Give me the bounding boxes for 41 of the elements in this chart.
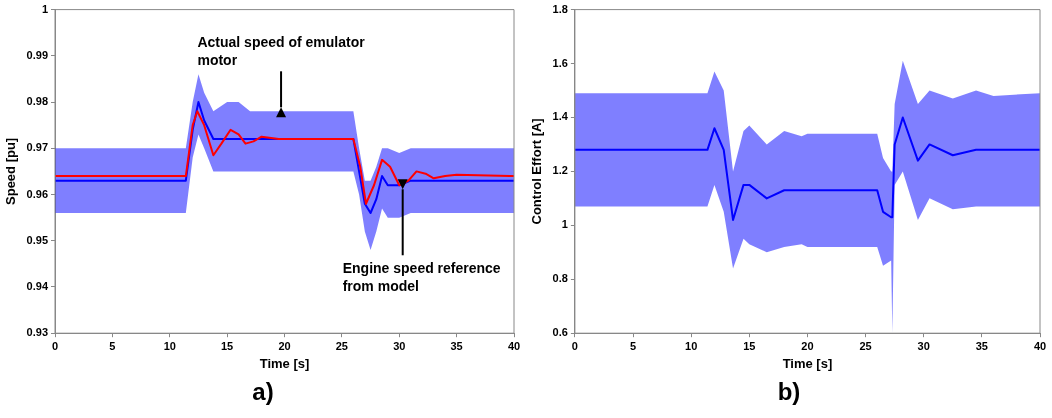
y-tick-label: 1 (41, 2, 49, 15)
y-axis-title: Speed [pu] (3, 137, 19, 205)
y-tick-label: 0.97 (26, 141, 49, 154)
y-tick-label: 0.98 (26, 95, 49, 108)
x-tick-label: 30 (393, 339, 406, 352)
x-tick-label: 5 (629, 339, 637, 352)
x-tick-label: 30 (917, 339, 930, 352)
y-tick-label: 0.6 (552, 326, 568, 339)
y-tick-label: 1.8 (552, 2, 568, 15)
x-tick-label: 35 (450, 339, 463, 352)
x-tick-label: 25 (335, 339, 348, 352)
y-tick-label: 1 (561, 218, 568, 231)
y-tick-label: 1.4 (552, 110, 569, 123)
text: b) (776, 377, 802, 407)
y-tick-label: 0.99 (26, 48, 49, 61)
x-tick-label: 0 (571, 339, 578, 352)
y-tick-label: 0.8 (552, 272, 568, 285)
y-tick-label: 1.6 (552, 56, 568, 69)
x-tick-label: 15 (743, 339, 756, 352)
y-tick-label: 0.93 (26, 326, 49, 339)
x-tick-label: 15 (221, 339, 234, 352)
y-tick-label: 1.2 (552, 164, 568, 177)
x-tick-label: 5 (109, 339, 116, 352)
x-axis-title: Time [s] (259, 355, 310, 371)
text: a) (251, 377, 275, 407)
x-tick-label: 35 (975, 339, 988, 352)
x-axis-title: Time [s] (782, 355, 833, 371)
x-tick-label: 25 (859, 339, 872, 352)
x-tick-label: 10 (685, 339, 698, 352)
x-tick-label: 40 (507, 339, 521, 352)
y-tick-label: 0.95 (26, 233, 49, 246)
annotation: Engine speed reference from model (342, 260, 501, 295)
x-tick-label: 0 (51, 339, 59, 352)
y-axis-title: Control Effort [A] (529, 118, 545, 225)
x-tick-label: 10 (163, 339, 176, 352)
x-tick-label: 40 (1033, 339, 1047, 352)
x-tick-label: 20 (801, 339, 814, 352)
annotation: Actual speed of emulator motor (197, 34, 366, 69)
x-tick-label: 20 (278, 339, 291, 352)
y-tick-label: 0.94 (26, 280, 49, 292)
y-tick-label: 0.96 (26, 187, 49, 200)
